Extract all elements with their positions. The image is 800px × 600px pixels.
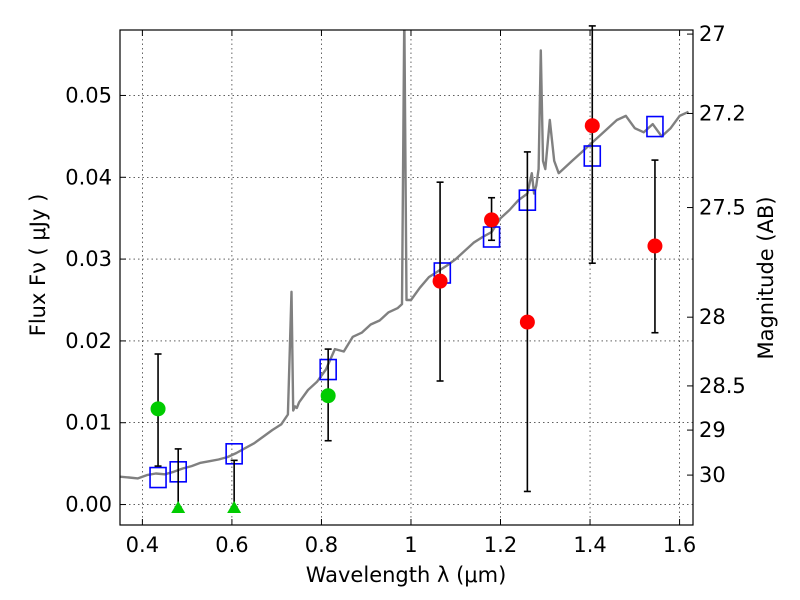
x-tick-label: 0.6 (215, 533, 248, 557)
tick-layer: 0.4 0.6 0.8 1 1.2 1.4 1.6 0.00 0.01 0.02 0.03 0.04 0… (65, 22, 746, 557)
x-tick-label: 0.8 (305, 533, 338, 557)
y-tick-label: 0.01 (65, 411, 112, 435)
y-tick-label: 0.04 (65, 165, 112, 189)
x-tick-label: 1 (404, 533, 417, 557)
detection-point (647, 238, 663, 254)
y-tick-label: 0.03 (65, 247, 112, 271)
model-square-point (149, 466, 167, 489)
y-axis-title: Flux Fν ( μJy ) (26, 194, 50, 337)
y-tick-label: 0.02 (65, 329, 112, 353)
template-sed-line (120, 30, 690, 480)
y2-axis-title: Magnitude (AB) (754, 196, 778, 359)
detection-point (519, 314, 535, 330)
y-tick-label: 0.05 (65, 83, 112, 107)
y2-tick-label: 27 (699, 22, 726, 46)
y2-tick-label: 28.5 (699, 374, 746, 398)
x-axis-title: Wavelength λ (μm) (306, 563, 507, 587)
y2-tick-label: 30 (699, 463, 726, 487)
y2-tick-label: 27.5 (699, 196, 746, 220)
y2-tick-label: 28 (699, 305, 726, 329)
model-square-point (646, 115, 664, 138)
detection-point (484, 212, 500, 228)
marker-layer (149, 25, 664, 513)
plot-frame (119, 29, 694, 526)
upper-limit-triangle (227, 501, 242, 513)
x-tick-label: 1.6 (663, 533, 696, 557)
x-tick-label: 1.4 (573, 533, 606, 557)
ground-detection-point (150, 401, 166, 417)
grid-layer (120, 30, 693, 525)
data-layer (120, 30, 690, 480)
upper-limit-triangle (171, 501, 186, 513)
y2-tick-label: 27.2 (699, 101, 746, 125)
detection-point (432, 273, 448, 289)
ground-detection-point (320, 388, 336, 404)
detection-point (584, 118, 600, 134)
y2-tick-label: 29 (699, 418, 726, 442)
x-tick-label: 1.2 (484, 533, 517, 557)
y-tick-label: 0.00 (65, 493, 112, 517)
x-tick-label: 0.4 (126, 533, 159, 557)
